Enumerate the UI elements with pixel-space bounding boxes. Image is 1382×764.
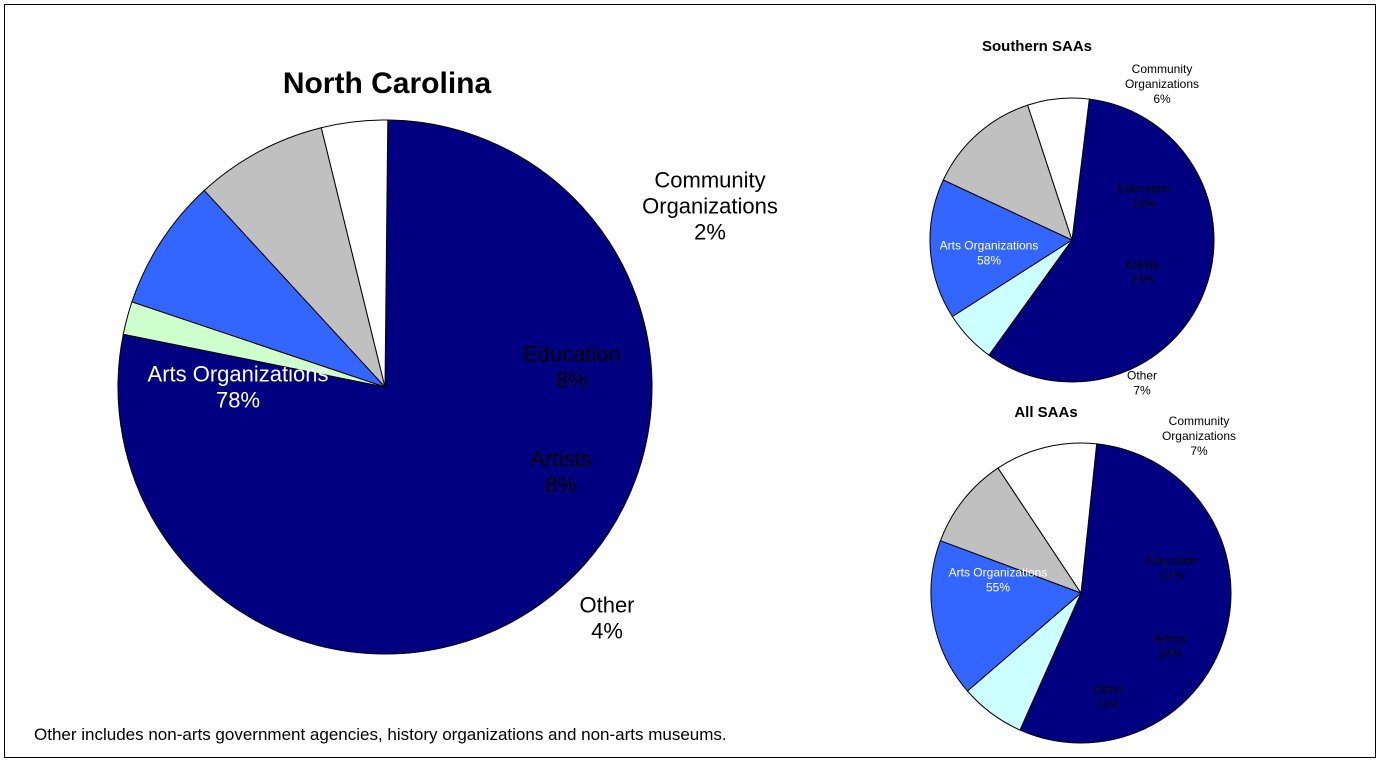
slice-label-arts-organizations: Arts Organizations 78% xyxy=(148,362,329,413)
pie-slice-other xyxy=(1027,97,1090,241)
pie-slice-education xyxy=(131,189,386,388)
slice-label-arts-organizations: Arts Organizations 58% xyxy=(940,239,1039,268)
pie-slice-arts-organizations xyxy=(988,98,1215,383)
slice-label-other: Other 11% xyxy=(1093,683,1123,712)
pie-slice-other xyxy=(997,442,1098,595)
pie-slice-artists xyxy=(942,104,1073,241)
slice-label-community-organizations: Community Organizations 7% xyxy=(1162,414,1236,458)
pie-slice-arts-organizations xyxy=(1019,443,1232,744)
slice-label-artists: Artists 13% xyxy=(1125,258,1158,287)
slice-label-education: Education 8% xyxy=(523,342,621,393)
footnote: Other includes non-arts government agenc… xyxy=(34,725,727,744)
slice-label-community-organizations: Community Organizations 2% xyxy=(642,168,778,245)
slice-label-education: Education 16% xyxy=(1117,182,1170,211)
chart-title: North Carolina xyxy=(283,67,492,100)
pie-slice-other xyxy=(320,119,389,388)
slice-label-community-organizations: Community Organizations 6% xyxy=(1125,62,1199,106)
slice-label-artists: Artists 8% xyxy=(530,447,591,498)
pie-chart-north-carolina: North Carolina Arts Organizations 78% Commu… xyxy=(117,67,778,655)
slice-label-artists: Artists 10% xyxy=(1153,632,1186,661)
pie-chart-all-saas: All SAAs Arts Organizations 55% Community Or… xyxy=(930,404,1236,744)
pie-slice-education xyxy=(930,540,1082,692)
pie-slice-education xyxy=(929,179,1074,318)
pie-slice-artists xyxy=(203,127,386,388)
slice-label-arts-organizations: Arts Organizations 55% xyxy=(949,566,1048,595)
slice-label-education: Education 17% xyxy=(1145,554,1198,583)
pie-slice-artists xyxy=(939,467,1083,595)
chart-title: Southern SAAs xyxy=(982,38,1092,55)
pie-chart-southern-saas: Southern SAAs Arts Organizations 58% Commun… xyxy=(929,38,1215,398)
slice-label-other: Other 7% xyxy=(1127,369,1157,398)
chart-title: All SAAs xyxy=(1014,404,1077,421)
slice-label-other: Other 4% xyxy=(579,593,634,644)
